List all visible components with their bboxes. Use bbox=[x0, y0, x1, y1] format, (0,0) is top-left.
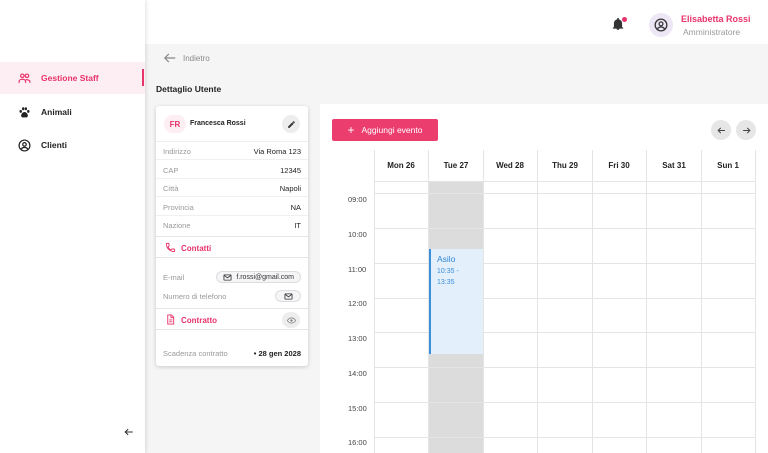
arrow-left-icon bbox=[124, 428, 133, 436]
time-label: 15:00 bbox=[348, 404, 367, 413]
account-circle-icon bbox=[654, 18, 668, 32]
row-label: Scadenza contratto bbox=[163, 349, 228, 358]
plus-icon: + bbox=[347, 123, 355, 137]
user-role: Amministratore bbox=[683, 27, 741, 37]
view-contract-button[interactable] bbox=[282, 312, 300, 328]
day-header: Sat 31 bbox=[662, 160, 686, 170]
phone-chip[interactable] bbox=[275, 290, 301, 302]
row-value: Napoli bbox=[279, 184, 301, 193]
notification-badge bbox=[622, 17, 627, 22]
phone-row: Numero di telefono bbox=[156, 287, 308, 305]
event-title: Asilo bbox=[437, 254, 456, 264]
day-header: Sun 1 bbox=[717, 160, 739, 170]
top-bar: Elisabetta Rossi Amministratore bbox=[145, 0, 768, 44]
add-event-button[interactable]: + Aggiungi evento bbox=[332, 119, 438, 141]
row-label: Indirizzo bbox=[163, 147, 191, 156]
pencil-icon bbox=[287, 120, 295, 128]
previous-week-button[interactable] bbox=[711, 120, 731, 140]
cap-row: CAP 12345 bbox=[156, 161, 308, 179]
back-link[interactable]: Indietro bbox=[163, 51, 210, 65]
contract-title: Contratto bbox=[181, 316, 217, 325]
arrow-left-icon bbox=[163, 51, 177, 65]
contacts-section-header: Contatti bbox=[156, 236, 308, 258]
arrow-left-icon bbox=[716, 127, 725, 133]
event-time: 10:35 - 13:35 bbox=[437, 268, 459, 286]
phone-icon bbox=[165, 242, 176, 253]
day-header: Tue 27 bbox=[443, 160, 469, 170]
back-label: Indietro bbox=[183, 53, 210, 63]
next-week-button[interactable] bbox=[736, 120, 756, 140]
row-value: • 28 gen 2028 bbox=[253, 349, 301, 358]
user-detail-card: FR Francesca Rossi Indirizzo Via Roma 12… bbox=[156, 106, 308, 366]
contract-section-header: Contratto bbox=[156, 308, 308, 330]
calendar-event[interactable]: Asilo 10:35 - 13:35 bbox=[429, 249, 483, 354]
arrow-right-icon bbox=[742, 127, 751, 133]
person-name: Francesca Rossi bbox=[190, 120, 246, 127]
time-label: 12:00 bbox=[348, 299, 367, 308]
time-label: 11:00 bbox=[348, 265, 367, 274]
time-label: 16:00 bbox=[348, 438, 367, 447]
card-header: FR Francesca Rossi bbox=[156, 106, 308, 142]
page-title: Dettaglio Utente bbox=[156, 84, 222, 94]
edit-button[interactable] bbox=[282, 115, 300, 133]
sidebar-item-gestione-staff[interactable]: Gestione Staff bbox=[0, 62, 145, 94]
paw-icon bbox=[18, 106, 31, 119]
row-value: IT bbox=[294, 221, 301, 230]
sidebar-item-label: Animali bbox=[41, 107, 72, 117]
row-label: Numero di telefono bbox=[163, 292, 227, 301]
address-row: Indirizzo Via Roma 123 bbox=[156, 142, 308, 160]
province-row: Provincia NA bbox=[156, 198, 308, 216]
email-value: f.rossi@gmail.com bbox=[236, 273, 294, 281]
bell-icon[interactable] bbox=[611, 17, 625, 31]
row-value: 12345 bbox=[280, 166, 301, 175]
document-icon bbox=[165, 314, 176, 325]
time-label: 14:00 bbox=[348, 369, 367, 378]
avatar-initials: FR bbox=[164, 115, 186, 133]
mail-icon bbox=[223, 273, 232, 281]
email-row: E-mail f.rossi@gmail.com bbox=[156, 268, 308, 286]
contract-expiry-row: Scadenza contratto • 28 gen 2028 bbox=[156, 344, 308, 362]
collapse-sidebar-button[interactable] bbox=[122, 425, 136, 439]
day-header: Wed 28 bbox=[496, 160, 524, 170]
row-value: NA bbox=[290, 203, 301, 212]
city-row: Città Napoli bbox=[156, 179, 308, 197]
eye-icon bbox=[286, 316, 296, 324]
day-header: Thu 29 bbox=[552, 160, 578, 170]
user-name: Elisabetta Rossi bbox=[681, 14, 751, 24]
row-value: Via Roma 123 bbox=[253, 147, 301, 156]
row-label: E-mail bbox=[163, 273, 185, 282]
time-label: 09:00 bbox=[348, 195, 367, 204]
row-label: Nazione bbox=[163, 221, 191, 230]
mail-icon bbox=[284, 292, 292, 300]
contacts-title: Contatti bbox=[181, 244, 212, 253]
calendar-panel bbox=[320, 104, 768, 453]
sidebar-item-animali[interactable]: Animali bbox=[0, 96, 145, 128]
contract-expiry-value: 28 gen 2028 bbox=[258, 349, 301, 358]
email-chip[interactable]: f.rossi@gmail.com bbox=[216, 271, 301, 283]
sidebar-item-clienti[interactable]: Clienti bbox=[0, 129, 145, 161]
account-circle-icon bbox=[18, 138, 31, 152]
add-event-label: Aggiungi evento bbox=[361, 125, 423, 135]
people-icon bbox=[18, 72, 31, 85]
day-header: Mon 26 bbox=[387, 160, 415, 170]
avatar[interactable] bbox=[649, 13, 673, 37]
row-label: Provincia bbox=[163, 203, 194, 212]
day-header: Fri 30 bbox=[608, 160, 630, 170]
sidebar-item-label: Clienti bbox=[41, 140, 67, 150]
time-label: 10:00 bbox=[348, 230, 367, 239]
time-label: 13:00 bbox=[348, 334, 367, 343]
sidebar-item-label: Gestione Staff bbox=[41, 73, 99, 83]
nation-row: Nazione IT bbox=[156, 216, 308, 234]
sidebar: Gestione Staff Animali Clienti bbox=[0, 0, 145, 453]
row-label: Città bbox=[163, 184, 179, 193]
row-label: CAP bbox=[163, 166, 179, 175]
